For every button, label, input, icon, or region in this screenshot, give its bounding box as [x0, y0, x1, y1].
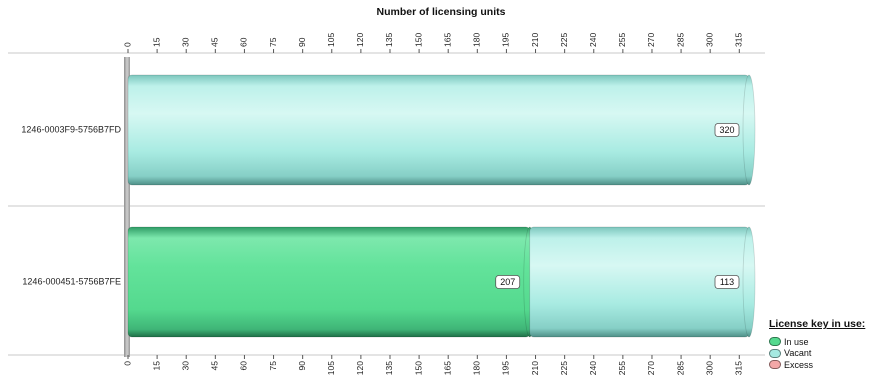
legend-item-excess: Excess — [769, 359, 877, 371]
bar-cap-vacant-2 — [742, 226, 756, 338]
data-label-vacant-2: 113 — [720, 277, 734, 287]
bottom-tick-label-60: 60 — [239, 361, 249, 371]
top-tick-label-120: 120 — [355, 33, 365, 47]
bottom-tick-label-45: 45 — [210, 361, 220, 371]
bottom-tick-label-30: 30 — [180, 361, 190, 371]
top-tick-label-255: 255 — [617, 33, 627, 47]
top-tick-label-240: 240 — [588, 33, 598, 47]
top-tick-label-105: 105 — [326, 33, 336, 47]
bottom-tick-label-0: 0 — [122, 361, 132, 366]
category-label-1246-000451-5756b7fe: 1246-000451-5756B7FE — [22, 276, 121, 286]
bottom-tick-label-255: 255 — [617, 361, 627, 375]
top-tick-label-15: 15 — [151, 37, 161, 47]
legend-item-in-use: In use — [769, 336, 877, 348]
top-tick-label-315: 315 — [734, 33, 744, 47]
axis-base-wall — [124, 57, 130, 357]
data-label-in-use-2: 207 — [500, 277, 515, 287]
top-tick-label-210: 210 — [530, 33, 540, 47]
legend-title: License key in use: — [769, 318, 866, 330]
bottom-tick-label-270: 270 — [646, 361, 656, 375]
top-tick-label-0: 0 — [122, 42, 132, 47]
data-label-box-vacant-1 — [714, 123, 740, 137]
top-tick-label-75: 75 — [268, 37, 278, 47]
legend-swatch-vacant — [769, 348, 781, 358]
top-tick-label-300: 300 — [704, 33, 714, 47]
bottom-tick-label-180: 180 — [472, 361, 482, 375]
bottom-tick-label-15: 15 — [151, 361, 161, 371]
legend-label-vacant: Vacant — [784, 348, 812, 359]
bottom-tick-label-75: 75 — [268, 361, 278, 371]
bottom-tick-label-195: 195 — [501, 361, 511, 375]
legend-label-excess: Excess — [784, 359, 814, 370]
data-label-box-in-use-2 — [495, 275, 521, 289]
bottom-tick-label-285: 285 — [675, 361, 685, 375]
bottom-tick-label-120: 120 — [355, 361, 365, 375]
bar-in-use-2 — [127, 226, 531, 338]
bottom-tick-label-315: 315 — [734, 361, 744, 375]
top-tick-label-60: 60 — [239, 37, 249, 47]
category-label-1246-0003f9-5756b7fd: 1246-0003F9-5756B7FD — [21, 124, 121, 134]
bottom-tick-label-90: 90 — [297, 361, 307, 371]
top-tick-label-150: 150 — [413, 33, 423, 47]
bottom-tick-label-225: 225 — [559, 361, 569, 375]
top-tick-label-45: 45 — [210, 37, 220, 47]
data-label-vacant-1: 320 — [719, 125, 734, 135]
bottom-tick-label-150: 150 — [413, 361, 423, 375]
top-tick-label-135: 135 — [384, 33, 394, 47]
legend-swatch-excess — [769, 360, 781, 370]
bottom-tick-label-240: 240 — [588, 361, 598, 375]
chart-title: Number of licensing units — [376, 6, 506, 18]
legend-label-in-use: In use — [784, 336, 809, 347]
bottom-tick-label-210: 210 — [530, 361, 540, 375]
top-tick-label-195: 195 — [501, 33, 511, 47]
bottom-tick-label-135: 135 — [384, 361, 394, 375]
top-tick-label-90: 90 — [297, 37, 307, 47]
bottom-tick-label-300: 300 — [704, 361, 714, 375]
legend: License key in use: In use Vacant Excess — [769, 318, 877, 371]
top-tick-label-180: 180 — [472, 33, 482, 47]
data-label-box-vacant-2 — [714, 275, 740, 289]
bar-vacant-1 — [127, 74, 750, 186]
legend-item-vacant: Vacant — [769, 348, 877, 360]
top-tick-label-30: 30 — [180, 37, 190, 47]
top-tick-label-165: 165 — [442, 33, 452, 47]
bottom-tick-label-165: 165 — [442, 361, 452, 375]
bottom-tick-label-105: 105 — [326, 361, 336, 375]
bar-cap-vacant-1 — [742, 74, 756, 186]
top-tick-label-285: 285 — [675, 33, 685, 47]
top-tick-label-225: 225 — [559, 33, 569, 47]
top-tick-label-270: 270 — [646, 33, 656, 47]
legend-swatch-in-use — [769, 337, 781, 347]
